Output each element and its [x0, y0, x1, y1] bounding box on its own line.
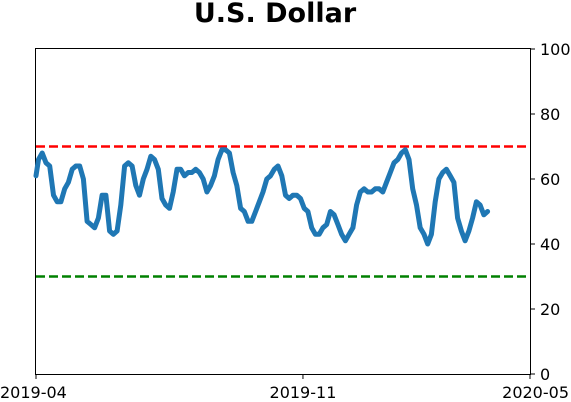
x-tick-label: 2019-11: [270, 383, 337, 402]
y-tick-label: 100: [540, 40, 571, 59]
plot-area-frame: [35, 48, 531, 375]
y-tick-label: 0: [540, 365, 550, 384]
x-tick-label: 2020-05: [502, 383, 569, 402]
y-tick-label: 20: [540, 300, 560, 319]
y-tick-label: 80: [540, 105, 560, 124]
y-tick-label: 40: [540, 235, 560, 254]
series-layer: [33, 147, 491, 247]
series-line-0: [33, 147, 491, 247]
y-tick-label: 60: [540, 170, 560, 189]
y-axis: 0 20 40 60 80 100: [530, 40, 571, 384]
reference-lines: [36, 145, 530, 278]
x-axis: 2019-04 2019-11 2020-05: [0, 374, 569, 402]
x-tick-label: 2019-04: [0, 383, 67, 402]
chart-title: U.S. Dollar: [194, 0, 357, 29]
